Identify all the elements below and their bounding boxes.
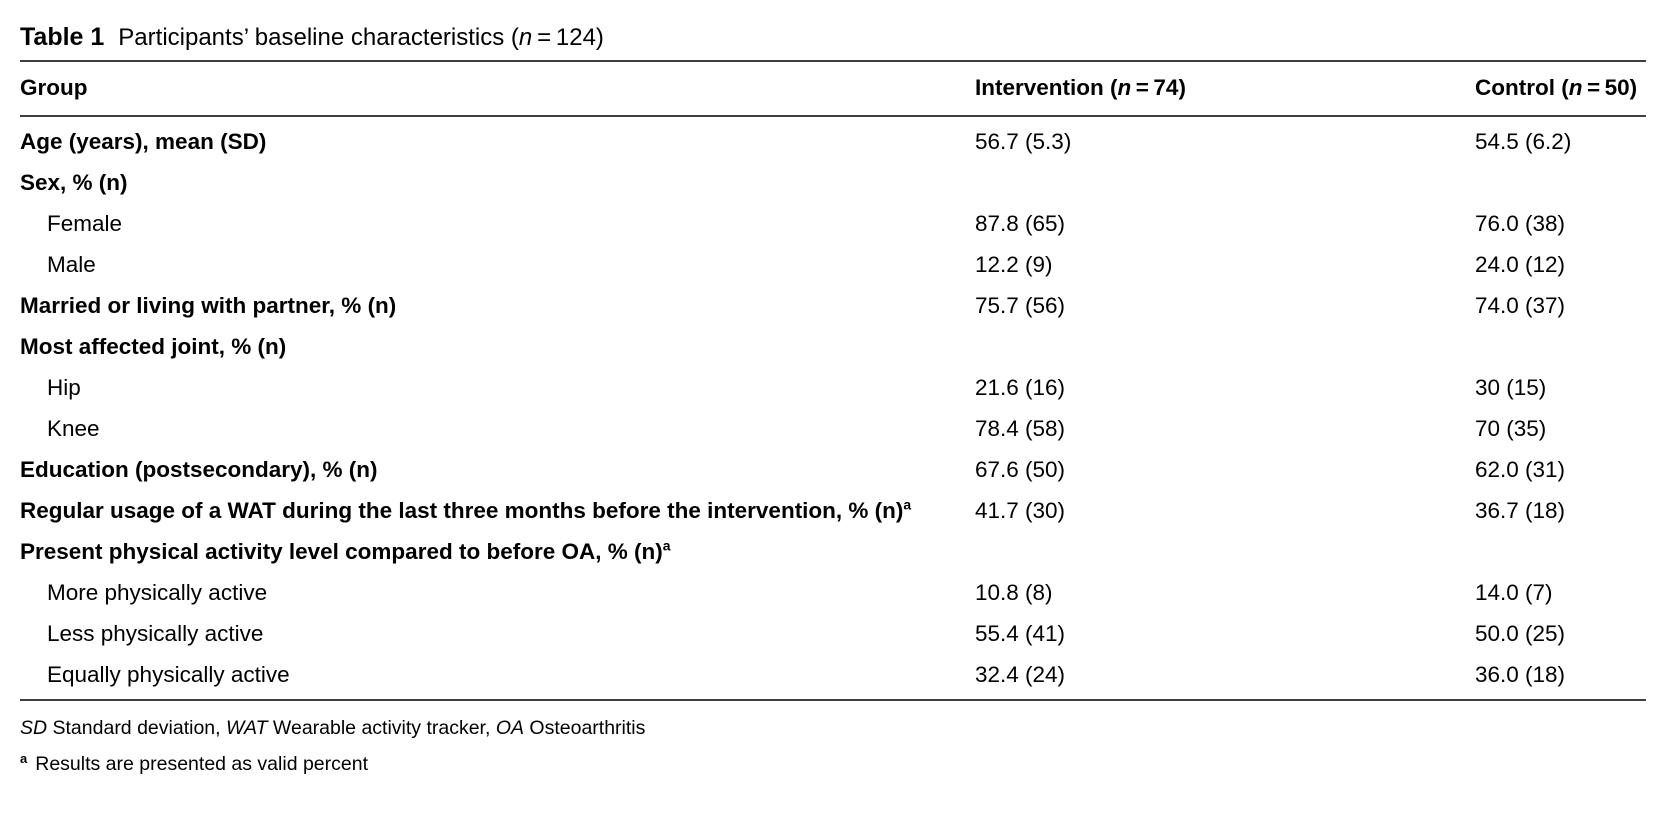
control-value: 76.0 (38) bbox=[1475, 211, 1566, 236]
control-value: 70 (35) bbox=[1475, 416, 1547, 441]
intervention-value: 32.4 (24) bbox=[975, 655, 1475, 701]
intervention-value bbox=[975, 532, 1475, 573]
table-row-present-activity: Present physical activity level compared… bbox=[20, 532, 1646, 573]
intervention-value: 10.8 (8) bbox=[975, 580, 1053, 605]
row-label: Male bbox=[47, 252, 96, 277]
control-value bbox=[1475, 163, 1646, 204]
row-label: More physically active bbox=[47, 580, 268, 605]
table-caption: Table 1 Participants’ baseline characteri… bbox=[20, 22, 1646, 60]
intervention-value: 67.6 (50) bbox=[975, 457, 1066, 482]
col-header-intervention: Intervention (n = 74) bbox=[975, 60, 1475, 117]
row-label: Education (postsecondary), % (n) bbox=[20, 457, 378, 482]
intervention-value: 78.4 (58) bbox=[975, 416, 1066, 441]
control-value: 62.0 (31) bbox=[1475, 457, 1566, 482]
control-value bbox=[1475, 327, 1646, 368]
abbreviation-note: SD Standard deviation, WAT Wearable acti… bbox=[20, 717, 646, 739]
table-row-married: Married or living with partner, % (n) 75… bbox=[20, 286, 1646, 327]
table-title-text: Participants’ baseline characteristics (… bbox=[118, 24, 604, 51]
control-value: 30 (15) bbox=[1475, 375, 1547, 400]
table-row-age: Age (years), mean (SD) 56.7 (5.3) 54.5 (… bbox=[20, 116, 1646, 163]
footnote-a-text: Results are presented as valid percent bbox=[35, 753, 369, 775]
row-label: Hip bbox=[47, 375, 81, 400]
row-label: Married or living with partner, % (n) bbox=[20, 293, 397, 318]
table-footnotes: SD Standard deviation, WAT Wearable acti… bbox=[20, 716, 1646, 776]
footnote-marker-a: a bbox=[662, 537, 671, 554]
control-value: 24.0 (12) bbox=[1475, 252, 1566, 277]
table-number: Table 1 bbox=[20, 23, 105, 51]
table-row-equally-active: Equally physically active 32.4 (24) 36.0… bbox=[20, 655, 1646, 701]
table-row-knee: Knee 78.4 (58) 70 (35) bbox=[20, 409, 1646, 450]
intervention-value bbox=[975, 327, 1475, 368]
intervention-value: 56.7 (5.3) bbox=[975, 129, 1072, 154]
footnote-a-marker: a bbox=[20, 750, 28, 766]
row-label: Knee bbox=[47, 416, 100, 441]
table-row-hip: Hip 21.6 (16) 30 (15) bbox=[20, 368, 1646, 409]
table-row-wat-usage: Regular usage of a WAT during the last t… bbox=[20, 491, 1646, 532]
intervention-value: 75.7 (56) bbox=[975, 293, 1066, 318]
table-row-sex: Sex, % (n) bbox=[20, 163, 1646, 204]
row-label: Sex, % (n) bbox=[20, 170, 128, 195]
header-row: Group Intervention (n = 74) Control (n =… bbox=[20, 60, 1646, 117]
footnote-marker-a: a bbox=[903, 496, 912, 513]
table-row-female: Female 87.8 (65) 76.0 (38) bbox=[20, 204, 1646, 245]
row-label: Present physical activity level compared… bbox=[20, 537, 671, 564]
row-label: Equally physically active bbox=[20, 655, 975, 701]
row-label: Female bbox=[47, 211, 123, 236]
intervention-value: 12.2 (9) bbox=[975, 252, 1053, 277]
row-label: Less physically active bbox=[47, 621, 264, 646]
table-row-education: Education (postsecondary), % (n) 67.6 (5… bbox=[20, 450, 1646, 491]
intervention-value: 55.4 (41) bbox=[975, 621, 1066, 646]
control-value bbox=[1475, 532, 1646, 573]
control-value: 36.0 (18) bbox=[1475, 655, 1646, 701]
intervention-value: 87.8 (65) bbox=[975, 211, 1066, 236]
control-value: 36.7 (18) bbox=[1475, 498, 1566, 523]
col-header-control: Control (n = 50) bbox=[1475, 60, 1646, 117]
control-value: 74.0 (37) bbox=[1475, 293, 1566, 318]
intervention-value bbox=[975, 163, 1475, 204]
footnote-a: a Results are presented as valid percent bbox=[20, 752, 1646, 776]
control-value: 50.0 (25) bbox=[1475, 621, 1566, 646]
intervention-value: 41.7 (30) bbox=[975, 498, 1066, 523]
intervention-value: 21.6 (16) bbox=[975, 375, 1066, 400]
col-header-group: Group bbox=[20, 60, 975, 117]
row-label: Regular usage of a WAT during the last t… bbox=[20, 496, 912, 523]
table-row-male: Male 12.2 (9) 24.0 (12) bbox=[20, 245, 1646, 286]
control-value: 14.0 (7) bbox=[1475, 580, 1553, 605]
table-figure: Table 1 Participants’ baseline characteri… bbox=[20, 22, 1646, 776]
table-row-less-active: Less physically active 55.4 (41) 50.0 (2… bbox=[20, 614, 1646, 655]
control-value: 54.5 (6.2) bbox=[1475, 129, 1572, 154]
row-label: Most affected joint, % (n) bbox=[20, 334, 287, 359]
table-row-more-active: More physically active 10.8 (8) 14.0 (7) bbox=[20, 573, 1646, 614]
baseline-characteristics-table: Group Intervention (n = 74) Control (n =… bbox=[20, 60, 1646, 701]
row-label: Age (years), mean (SD) bbox=[20, 129, 267, 154]
table-row-most-affected-joint: Most affected joint, % (n) bbox=[20, 327, 1646, 368]
